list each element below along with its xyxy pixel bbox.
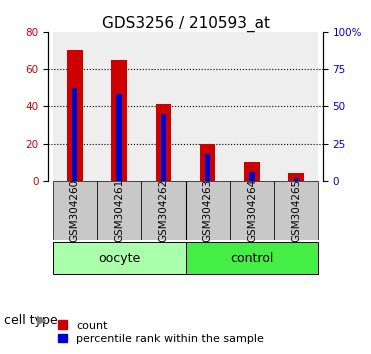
Text: GSM304264: GSM304264: [247, 179, 257, 242]
Title: GDS3256 / 210593_at: GDS3256 / 210593_at: [102, 16, 269, 32]
Bar: [141, 32, 186, 181]
FancyBboxPatch shape: [186, 242, 318, 274]
FancyBboxPatch shape: [53, 181, 97, 240]
Bar: [249, 172, 255, 181]
Text: GSM304265: GSM304265: [291, 179, 301, 242]
FancyBboxPatch shape: [53, 242, 185, 274]
Bar: [244, 162, 260, 181]
Bar: [230, 32, 274, 181]
Text: GSM304262: GSM304262: [158, 179, 168, 242]
Bar: [111, 60, 127, 181]
FancyBboxPatch shape: [274, 181, 318, 240]
Bar: [67, 51, 82, 181]
FancyBboxPatch shape: [230, 181, 274, 240]
Bar: [116, 95, 122, 181]
Text: cell type: cell type: [4, 314, 58, 327]
Text: GSM304261: GSM304261: [114, 179, 124, 242]
Bar: [289, 173, 304, 181]
FancyBboxPatch shape: [186, 181, 230, 240]
Text: control: control: [230, 252, 273, 265]
Bar: [72, 88, 78, 181]
Bar: [155, 104, 171, 181]
Bar: [200, 144, 216, 181]
Text: ▶: ▶: [37, 314, 47, 327]
FancyBboxPatch shape: [97, 181, 141, 240]
Text: oocyte: oocyte: [98, 252, 140, 265]
Text: GSM304263: GSM304263: [203, 179, 213, 242]
Bar: [293, 178, 299, 181]
Legend: count, percentile rank within the sample: count, percentile rank within the sample: [54, 316, 268, 348]
Bar: [186, 32, 230, 181]
Bar: [97, 32, 141, 181]
Text: GSM304260: GSM304260: [70, 179, 80, 242]
Bar: [161, 114, 166, 181]
Bar: [274, 32, 318, 181]
Bar: [205, 154, 210, 181]
FancyBboxPatch shape: [141, 181, 186, 240]
Bar: [53, 32, 97, 181]
